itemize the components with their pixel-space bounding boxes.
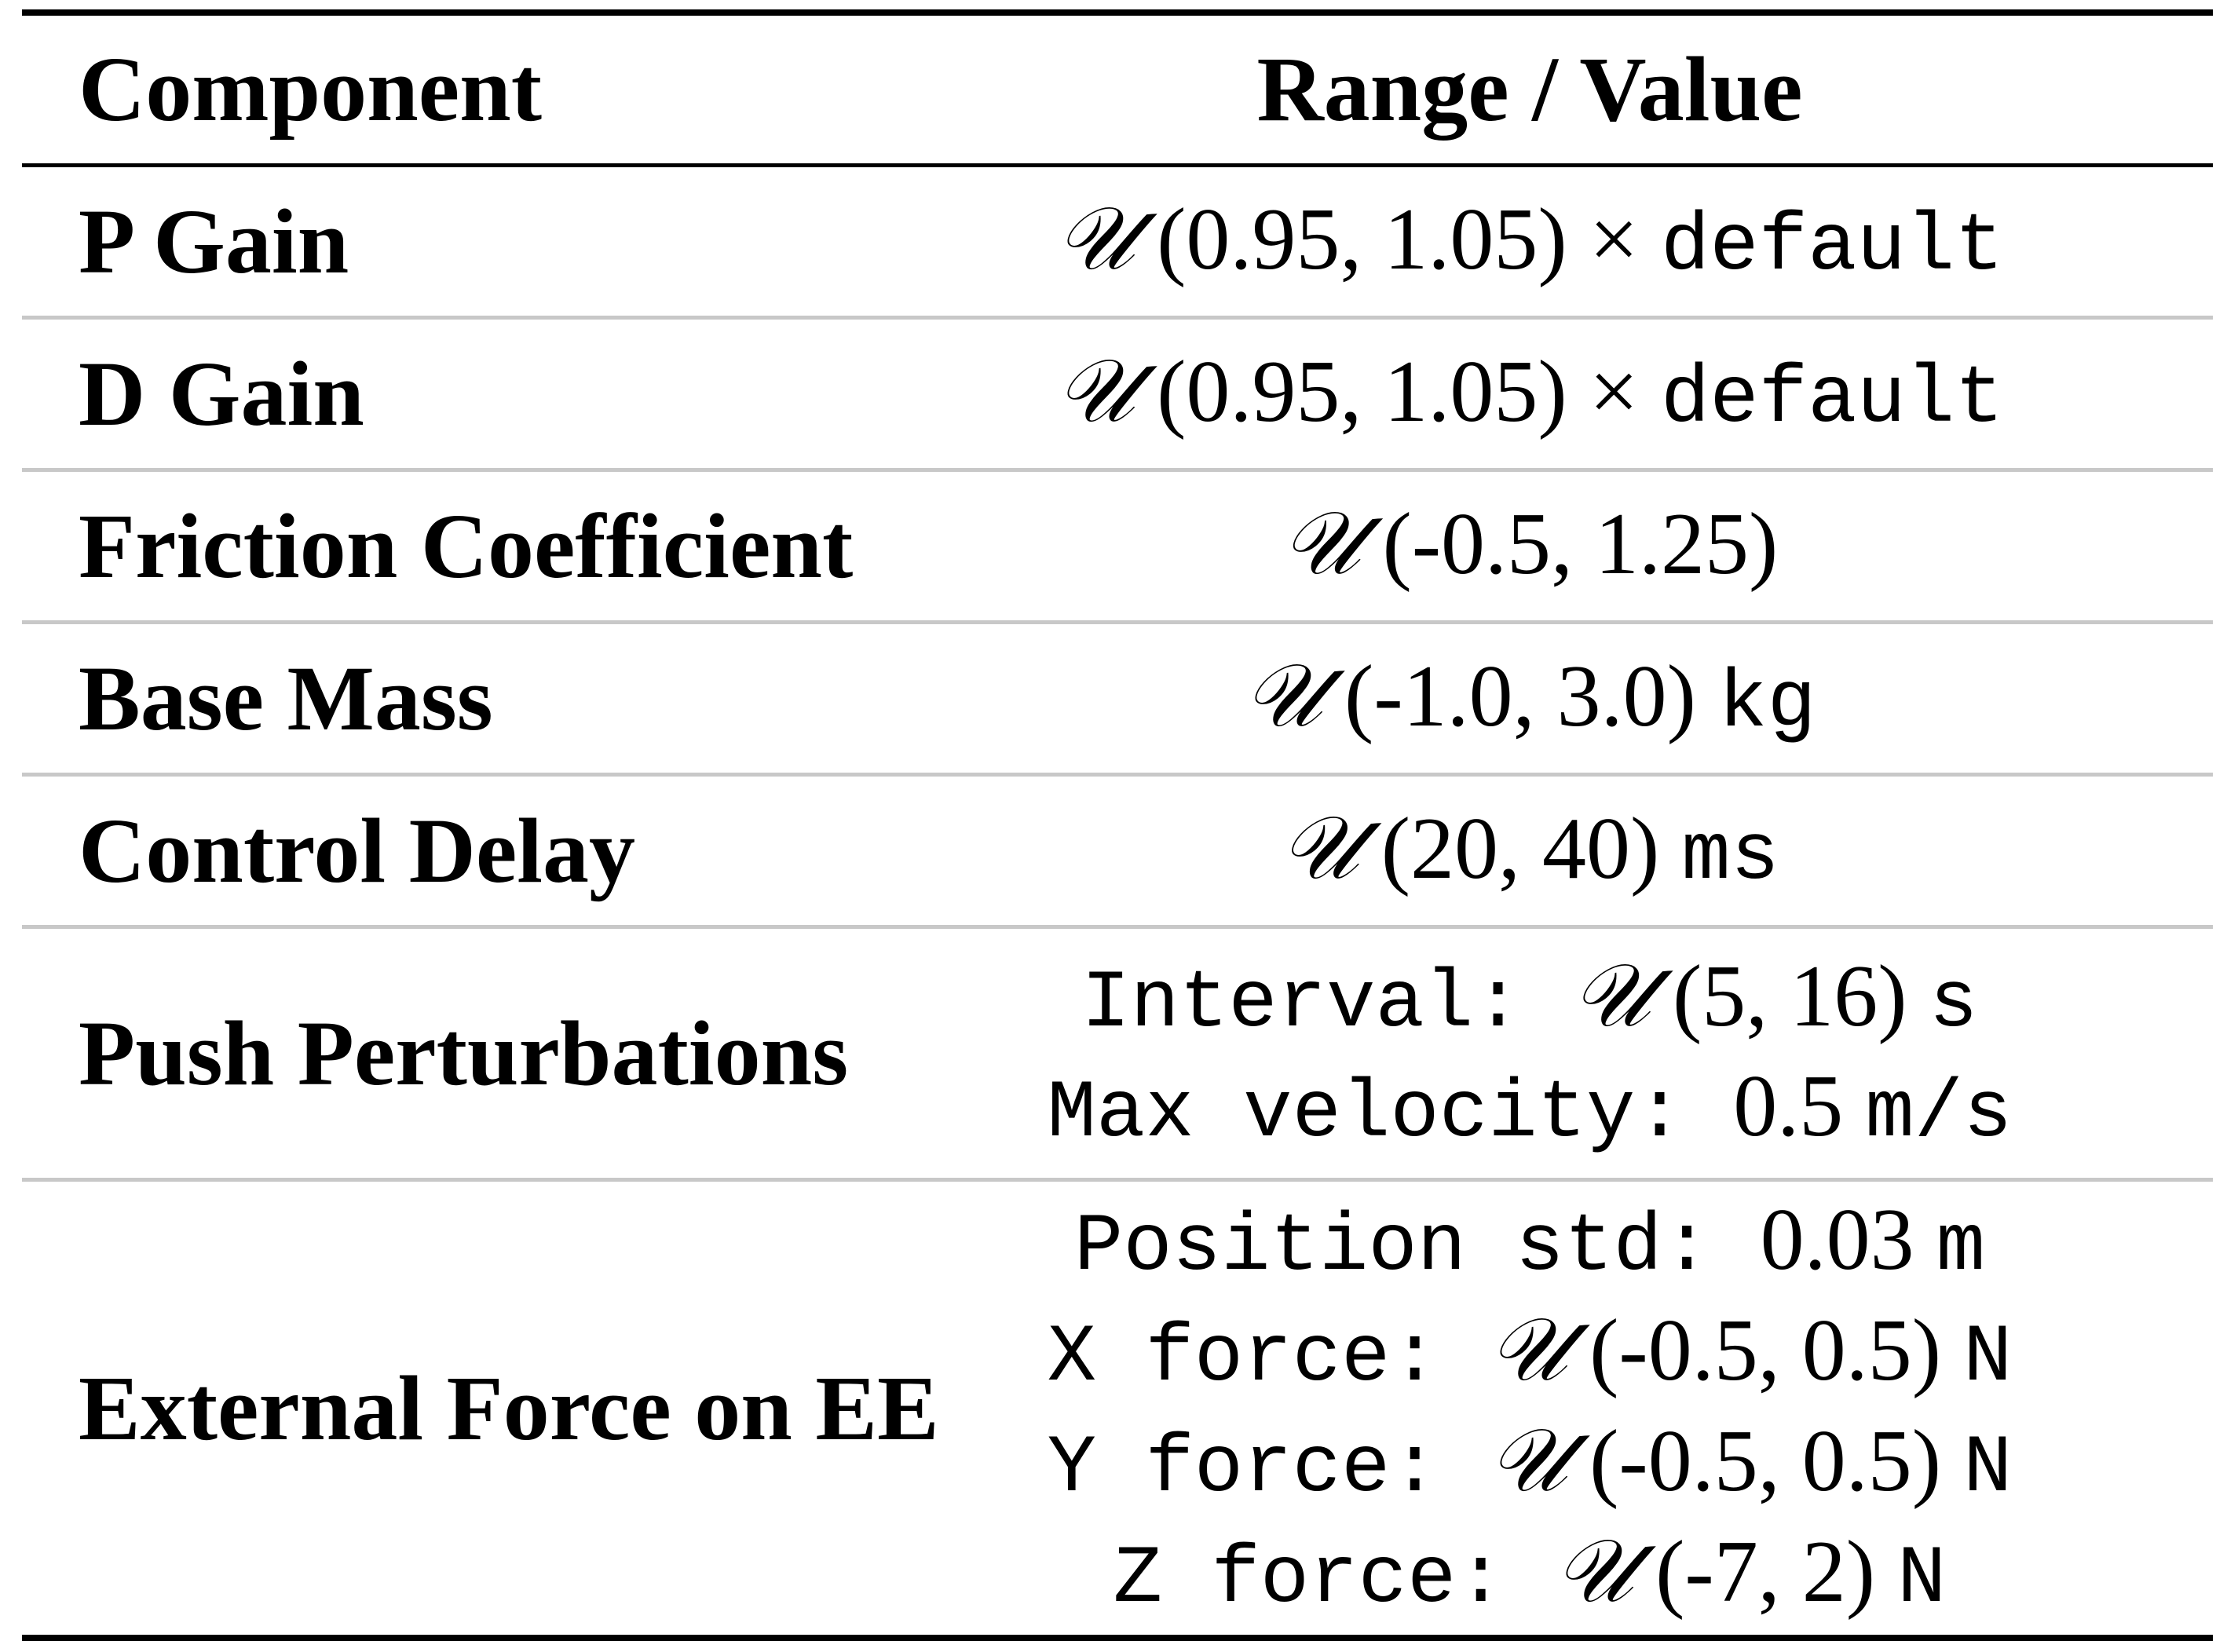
value-prefix: Position std: — [1073, 1201, 1761, 1295]
parameter-table: Component Range / Value P Gain 𝒰 (0.95, … — [22, 9, 2213, 1641]
uniform-symbol: 𝒰 — [1488, 1299, 1568, 1402]
uniform-symbol: 𝒰 — [1571, 945, 1651, 1047]
value-args: (5, 16) — [1650, 948, 1929, 1046]
value-args: (-7, 2) — [1633, 1522, 1897, 1621]
value-args: 0.03 — [1760, 1191, 1936, 1289]
header-rule — [22, 163, 2213, 167]
value-unit: s — [1929, 958, 1978, 1051]
value-prefix: Max velocity: — [1047, 1068, 1734, 1160]
value-unit: default — [1660, 201, 2004, 294]
uniform-symbol: 𝒰 — [1279, 797, 1359, 900]
value-line: Max velocity: 0.5 m/s — [847, 1054, 2213, 1164]
row-divider — [22, 773, 2213, 777]
value-line: Z force: 𝒰 (-7, 2) N — [847, 1519, 2213, 1629]
value-args: (0.95, 1.05) × — [1135, 191, 1661, 289]
value-prefix: Z force: — [1113, 1533, 1555, 1626]
row-value: 𝒰 (0.95, 1.05) × default — [847, 186, 2213, 297]
value-unit: m/s — [1865, 1068, 2013, 1160]
table-row: D Gain 𝒰 (0.95, 1.05) × default — [22, 320, 2213, 468]
value-prefix: Interval: — [1081, 958, 1572, 1051]
row-component: Friction Coefficient — [79, 494, 854, 598]
value-args: (0.95, 1.05) × — [1135, 343, 1661, 441]
value-unit: default — [1660, 353, 2004, 447]
value-unit: N — [1962, 1312, 2013, 1405]
row-component: Push Perturbations — [79, 1001, 849, 1105]
table-row: Base Mass 𝒰 (-1.0, 3.0) kg — [22, 624, 2213, 773]
row-divider — [22, 925, 2213, 929]
value-unit: N — [1962, 1423, 2013, 1515]
value-args: (-0.5, 0.5) — [1567, 1302, 1963, 1400]
value-line: Y force: 𝒰 (-0.5, 0.5) N — [847, 1408, 2213, 1519]
row-divider — [22, 468, 2213, 472]
row-value: 𝒰 (0.95, 1.05) × default — [847, 338, 2213, 449]
uniform-symbol: 𝒰 — [1243, 645, 1323, 747]
table-row: Friction Coefficient 𝒰 (-0.5, 1.25) — [22, 472, 2213, 620]
uniform-symbol: 𝒰 — [1055, 340, 1135, 443]
uniform-symbol: 𝒰 — [1554, 1519, 1634, 1622]
row-component: P Gain — [79, 189, 349, 293]
value-line: 𝒰 (-1.0, 3.0) kg — [847, 643, 2213, 754]
table-row: P Gain 𝒰 (0.95, 1.05) × default — [22, 167, 2213, 316]
value-unit: N — [1896, 1533, 1947, 1626]
row-component: Control Delay — [79, 799, 636, 902]
table-row: External Force on EE Position std: 0.03 … — [22, 1182, 2213, 1635]
value-unit: ms — [1681, 810, 1780, 904]
header-row: Component Range / Value — [22, 16, 2213, 163]
value-prefix: X force: — [1047, 1312, 1489, 1405]
row-divider — [22, 620, 2213, 624]
table-row: Control Delay 𝒰 (20, 40) ms — [22, 777, 2213, 925]
value-line: Position std: 0.03 m — [847, 1187, 2213, 1297]
row-value: 𝒰 (20, 40) ms — [847, 795, 2213, 906]
row-component: D Gain — [79, 342, 364, 445]
row-component: Base Mass — [79, 646, 493, 750]
value-args: (20, 40) — [1359, 800, 1682, 898]
value-args: (-1.0, 3.0) — [1322, 648, 1718, 746]
row-component: External Force on EE — [79, 1356, 939, 1460]
uniform-symbol: 𝒰 — [1055, 188, 1135, 291]
row-divider — [22, 1178, 2213, 1182]
value-line: X force: 𝒰 (-0.5, 0.5) N — [847, 1297, 2213, 1408]
row-value: Position std: 0.03 m X force: 𝒰 (-0.5, 0… — [847, 1187, 2213, 1628]
header-component: Component — [79, 38, 543, 141]
value-line: 𝒰 (0.95, 1.05) × default — [847, 186, 2213, 297]
value-line: Interval: 𝒰 (5, 16) s — [847, 943, 2213, 1054]
value-args: (-0.5, 0.5) — [1567, 1413, 1963, 1510]
value-prefix: Y force: — [1047, 1423, 1489, 1515]
top-rule — [22, 9, 2213, 16]
uniform-symbol: 𝒰 — [1488, 1409, 1568, 1511]
value-args: (-0.5, 1.25) — [1360, 495, 1779, 594]
value-line: 𝒰 (0.95, 1.05) × default — [847, 338, 2213, 449]
value-line: 𝒰 (20, 40) ms — [847, 795, 2213, 906]
header-value: Range / Value — [1256, 38, 1803, 141]
row-value: Interval: 𝒰 (5, 16) s Max velocity: 0.5 … — [847, 943, 2213, 1164]
bottom-rule — [22, 1635, 2213, 1641]
row-divider — [22, 316, 2213, 320]
value-unit: m — [1936, 1201, 1986, 1295]
uniform-symbol: 𝒰 — [1281, 492, 1361, 595]
value-line: 𝒰 (-0.5, 1.25) — [847, 491, 2213, 601]
row-value: 𝒰 (-0.5, 1.25) — [847, 491, 2213, 601]
value-args: 0.5 — [1733, 1058, 1866, 1155]
row-value: 𝒰 (-1.0, 3.0) kg — [847, 643, 2213, 754]
table-row: Push Perturbations Interval: 𝒰 (5, 16) s… — [22, 929, 2213, 1178]
value-unit: kg — [1717, 658, 1816, 751]
